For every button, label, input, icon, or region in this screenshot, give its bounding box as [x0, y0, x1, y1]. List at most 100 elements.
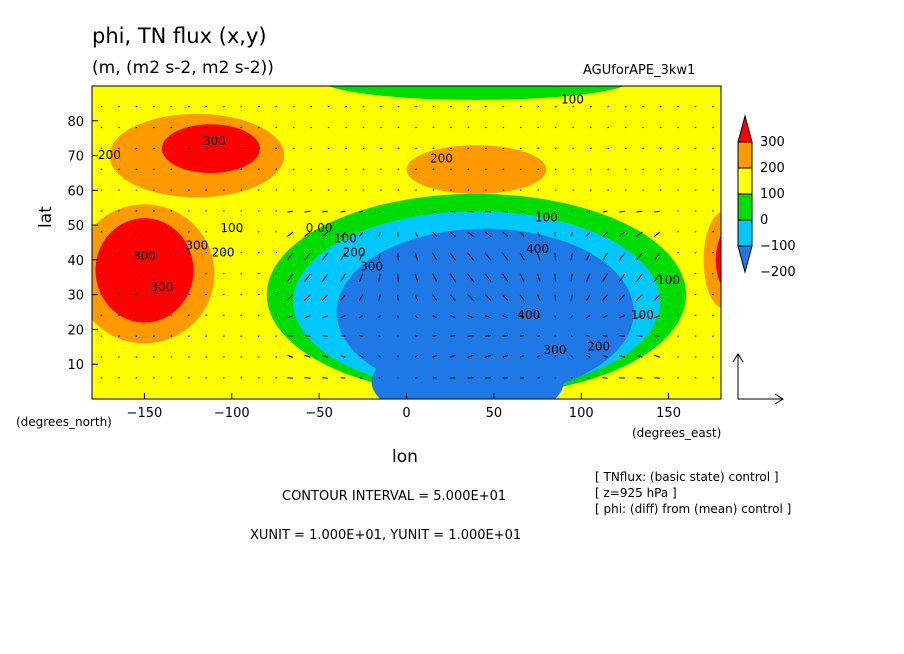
flux-arrow: [304, 210, 311, 213]
flux-arrow: [586, 273, 591, 282]
flux-arrow: [362, 147, 365, 150]
flux-arrow: [152, 231, 155, 233]
flux-arrow: [618, 231, 626, 237]
flux-arrow: [100, 356, 103, 358]
flux-arrow: [118, 314, 120, 317]
flux-arrow: [170, 126, 173, 129]
flux-arrow: [205, 251, 208, 254]
flux-arrow: [292, 189, 295, 191]
flux-arrow: [467, 294, 474, 301]
colorbar-segment: [737, 193, 753, 221]
flux-arrow: [694, 251, 697, 254]
flux-arrow: [135, 251, 138, 254]
flux-arrow: [378, 315, 381, 319]
flux-arrow: [135, 272, 138, 275]
flux-arrow: [222, 314, 225, 317]
flux-arrow: [358, 252, 364, 261]
flux-arrow: [432, 335, 437, 337]
flux-arrow: [607, 105, 610, 108]
flux-arrow: [519, 315, 525, 319]
flux-arrow: [187, 335, 190, 337]
flux-arrow: [502, 147, 505, 150]
flux-arrow: [572, 168, 575, 170]
flux-arrow: [519, 354, 525, 358]
flux-arrow: [519, 126, 522, 129]
y-axis-unit: (degrees_north): [16, 415, 112, 429]
flux-arrow: [607, 147, 610, 150]
flux-arrow: [618, 273, 626, 282]
field-max-north: [161, 124, 260, 173]
flux-arrow: [205, 231, 208, 233]
colorbar-label: 300: [760, 135, 785, 150]
flux-arrow: [152, 272, 155, 275]
flux-arrow: [677, 189, 679, 191]
flux-arrow: [677, 147, 679, 150]
flux-arrow: [170, 231, 173, 233]
flux-arrow: [380, 105, 382, 108]
flux-arrow: [694, 189, 697, 191]
flux-arrow: [624, 105, 627, 108]
flux-arrow: [286, 273, 294, 282]
flux-arrow: [118, 231, 120, 233]
flux-arrow: [286, 294, 294, 301]
flux-arrow: [414, 252, 419, 261]
flux-arrow: [205, 168, 208, 170]
flux-arrow: [642, 126, 645, 129]
flux-arrow: [537, 315, 541, 319]
contour-label: 300: [133, 249, 156, 263]
flux-arrow: [152, 189, 155, 191]
flux-arrow: [635, 252, 643, 261]
flux-arrow: [100, 189, 103, 191]
field-high-east: [703, 211, 721, 308]
colorbar-label: 0: [760, 213, 768, 228]
flux-arrow: [659, 105, 662, 108]
flux-arrow: [677, 314, 679, 317]
flux-arrow: [484, 315, 492, 319]
contour-label: 300: [185, 238, 208, 252]
x-tick-label: 50: [486, 406, 503, 421]
flux-arrow: [205, 314, 208, 317]
flux-arrow: [205, 189, 208, 191]
flux-arrow: [677, 335, 679, 337]
flux-arrow: [152, 168, 155, 170]
flux-arrow: [677, 272, 679, 275]
flux-arrow: [432, 294, 438, 301]
x-axis-unit: (degrees_east): [632, 426, 722, 440]
flux-arrow: [222, 335, 225, 337]
flux-arrow: [187, 251, 190, 254]
flux-arrow: [222, 272, 225, 275]
contour-label: 0.00: [306, 221, 333, 235]
flux-arrow: [378, 231, 381, 237]
flux-arrow: [380, 189, 382, 191]
x-tick-label: 150: [656, 406, 681, 421]
vector-units-text: XUNIT = 1.000E+01, YUNIT = 1.000E+01: [250, 528, 522, 543]
flux-arrow: [642, 189, 645, 191]
flux-arrow: [415, 126, 417, 129]
colorbar-label: 100: [760, 187, 785, 202]
flux-arrow: [118, 251, 120, 254]
reference-vector-x-head: [774, 393, 784, 405]
colorbar-top-arrow: [737, 114, 753, 143]
flux-arrow: [240, 189, 243, 191]
y-tick-label: 60: [67, 184, 84, 199]
flux-arrow: [677, 126, 679, 129]
flux-arrow: [118, 335, 120, 337]
flux-arrow: [624, 189, 627, 191]
flux-arrow: [100, 314, 103, 317]
flux-arrow: [321, 315, 329, 319]
flux-arrow: [152, 251, 155, 254]
flux-arrow: [519, 168, 522, 170]
flux-arrow: [187, 293, 190, 296]
flux-arrow: [100, 168, 103, 170]
contour-label: 100: [631, 308, 654, 322]
flux-arrow: [450, 105, 452, 108]
flux-arrow: [570, 273, 573, 282]
flux-arrow: [450, 335, 456, 337]
flux-arrow: [502, 335, 508, 337]
flux-arrow: [170, 293, 173, 296]
flux-arrow: [118, 126, 120, 129]
contour-label: 100: [334, 232, 357, 246]
flux-arrow: [380, 126, 382, 129]
flux-arrow: [677, 168, 679, 170]
